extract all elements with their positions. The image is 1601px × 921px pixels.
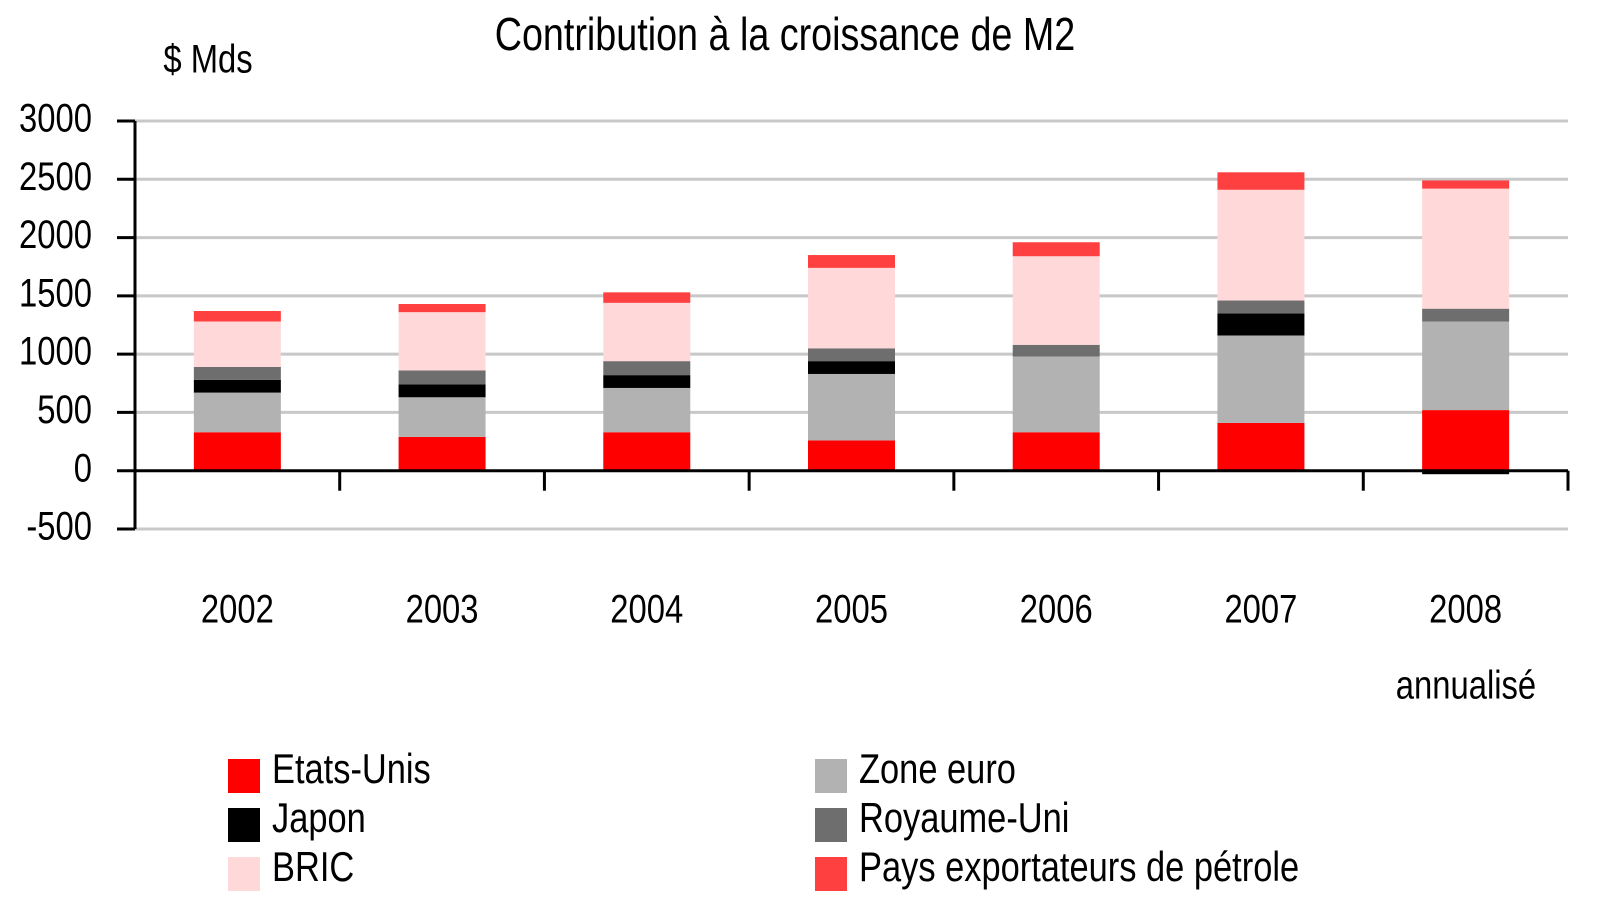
bar-segment bbox=[808, 373, 895, 441]
bar-segment bbox=[808, 267, 895, 349]
bar-segment bbox=[808, 348, 895, 362]
bar-segment bbox=[193, 321, 281, 367]
bar-segment bbox=[1012, 344, 1100, 357]
x-tick-label: 2004 bbox=[610, 586, 683, 631]
y-tick-label: 3000 bbox=[19, 95, 92, 140]
y-tick-label: 500 bbox=[37, 387, 92, 432]
bar-segment bbox=[1012, 256, 1100, 345]
y-tick-label: 1500 bbox=[19, 270, 92, 315]
y-axis-label: $ Mds bbox=[163, 36, 252, 81]
y-tick-label: 2000 bbox=[19, 212, 92, 257]
bar-segment bbox=[1217, 313, 1305, 336]
bar-segment bbox=[808, 255, 895, 268]
x-tick-label: 2005 bbox=[815, 586, 888, 631]
bar-segment bbox=[1422, 321, 1510, 411]
bar-segment bbox=[398, 370, 486, 385]
legend-swatch bbox=[815, 808, 847, 842]
x-tick-label: 2006 bbox=[1020, 586, 1093, 631]
bar-segment bbox=[603, 302, 691, 362]
bar-segment bbox=[1422, 188, 1510, 309]
legend-label: BRIC bbox=[272, 844, 354, 891]
x-annotation: annualisé bbox=[1396, 662, 1536, 707]
legend-label: Pays exportateurs de pétrole bbox=[859, 844, 1299, 891]
bar-segment bbox=[193, 392, 281, 433]
legend-label: Japon bbox=[272, 795, 366, 842]
bar-segment bbox=[1012, 432, 1100, 471]
bar-segment bbox=[603, 292, 691, 303]
bar-segment bbox=[398, 312, 486, 371]
x-tick-label: 2007 bbox=[1224, 586, 1297, 631]
bar-segment bbox=[603, 375, 691, 388]
bar-segment bbox=[603, 361, 691, 376]
legend-label: Etats-Unis bbox=[272, 746, 431, 793]
legend-swatch bbox=[815, 759, 847, 793]
y-tick-label: 0 bbox=[74, 445, 92, 490]
legend-swatch bbox=[228, 759, 260, 793]
legend-label: Royaume-Uni bbox=[859, 795, 1069, 842]
legend-label: Zone euro bbox=[859, 746, 1016, 793]
bar-segment bbox=[808, 361, 895, 374]
bar-segment bbox=[193, 311, 281, 322]
bar-segment bbox=[808, 440, 895, 471]
bar-segment bbox=[1012, 242, 1100, 257]
bar-segment bbox=[398, 304, 486, 313]
bar-segment bbox=[1217, 300, 1305, 314]
bar-segment bbox=[603, 432, 691, 471]
bar-segment bbox=[193, 432, 281, 471]
bar-segment bbox=[1217, 422, 1305, 471]
bar-segment bbox=[398, 436, 486, 471]
x-tick-label: 2003 bbox=[406, 586, 479, 631]
bar-segment bbox=[1422, 470, 1510, 475]
bar-segment bbox=[1422, 308, 1510, 322]
bar-segment bbox=[398, 397, 486, 437]
bar-segment bbox=[1422, 410, 1510, 471]
y-tick-label: 2500 bbox=[19, 154, 92, 199]
bar-segment bbox=[1422, 180, 1510, 189]
y-tick-label: 1000 bbox=[19, 329, 92, 374]
y-tick-label: -500 bbox=[26, 503, 92, 548]
bar-segment bbox=[398, 384, 486, 398]
chart-title: Contribution à la croissance de M2 bbox=[495, 9, 1076, 60]
x-tick-label: 2008 bbox=[1429, 586, 1502, 631]
legend-swatch bbox=[815, 857, 847, 891]
bar-segment bbox=[1012, 356, 1100, 433]
bar-segment bbox=[193, 366, 281, 380]
bar-segment bbox=[193, 379, 281, 393]
bar-segment bbox=[1217, 189, 1305, 301]
bar-segment bbox=[603, 387, 691, 433]
bar-segment bbox=[1217, 335, 1305, 423]
legend-swatch bbox=[228, 857, 260, 891]
bar-segment bbox=[1217, 172, 1305, 190]
legend-swatch bbox=[228, 808, 260, 842]
x-tick-label: 2002 bbox=[201, 586, 274, 631]
